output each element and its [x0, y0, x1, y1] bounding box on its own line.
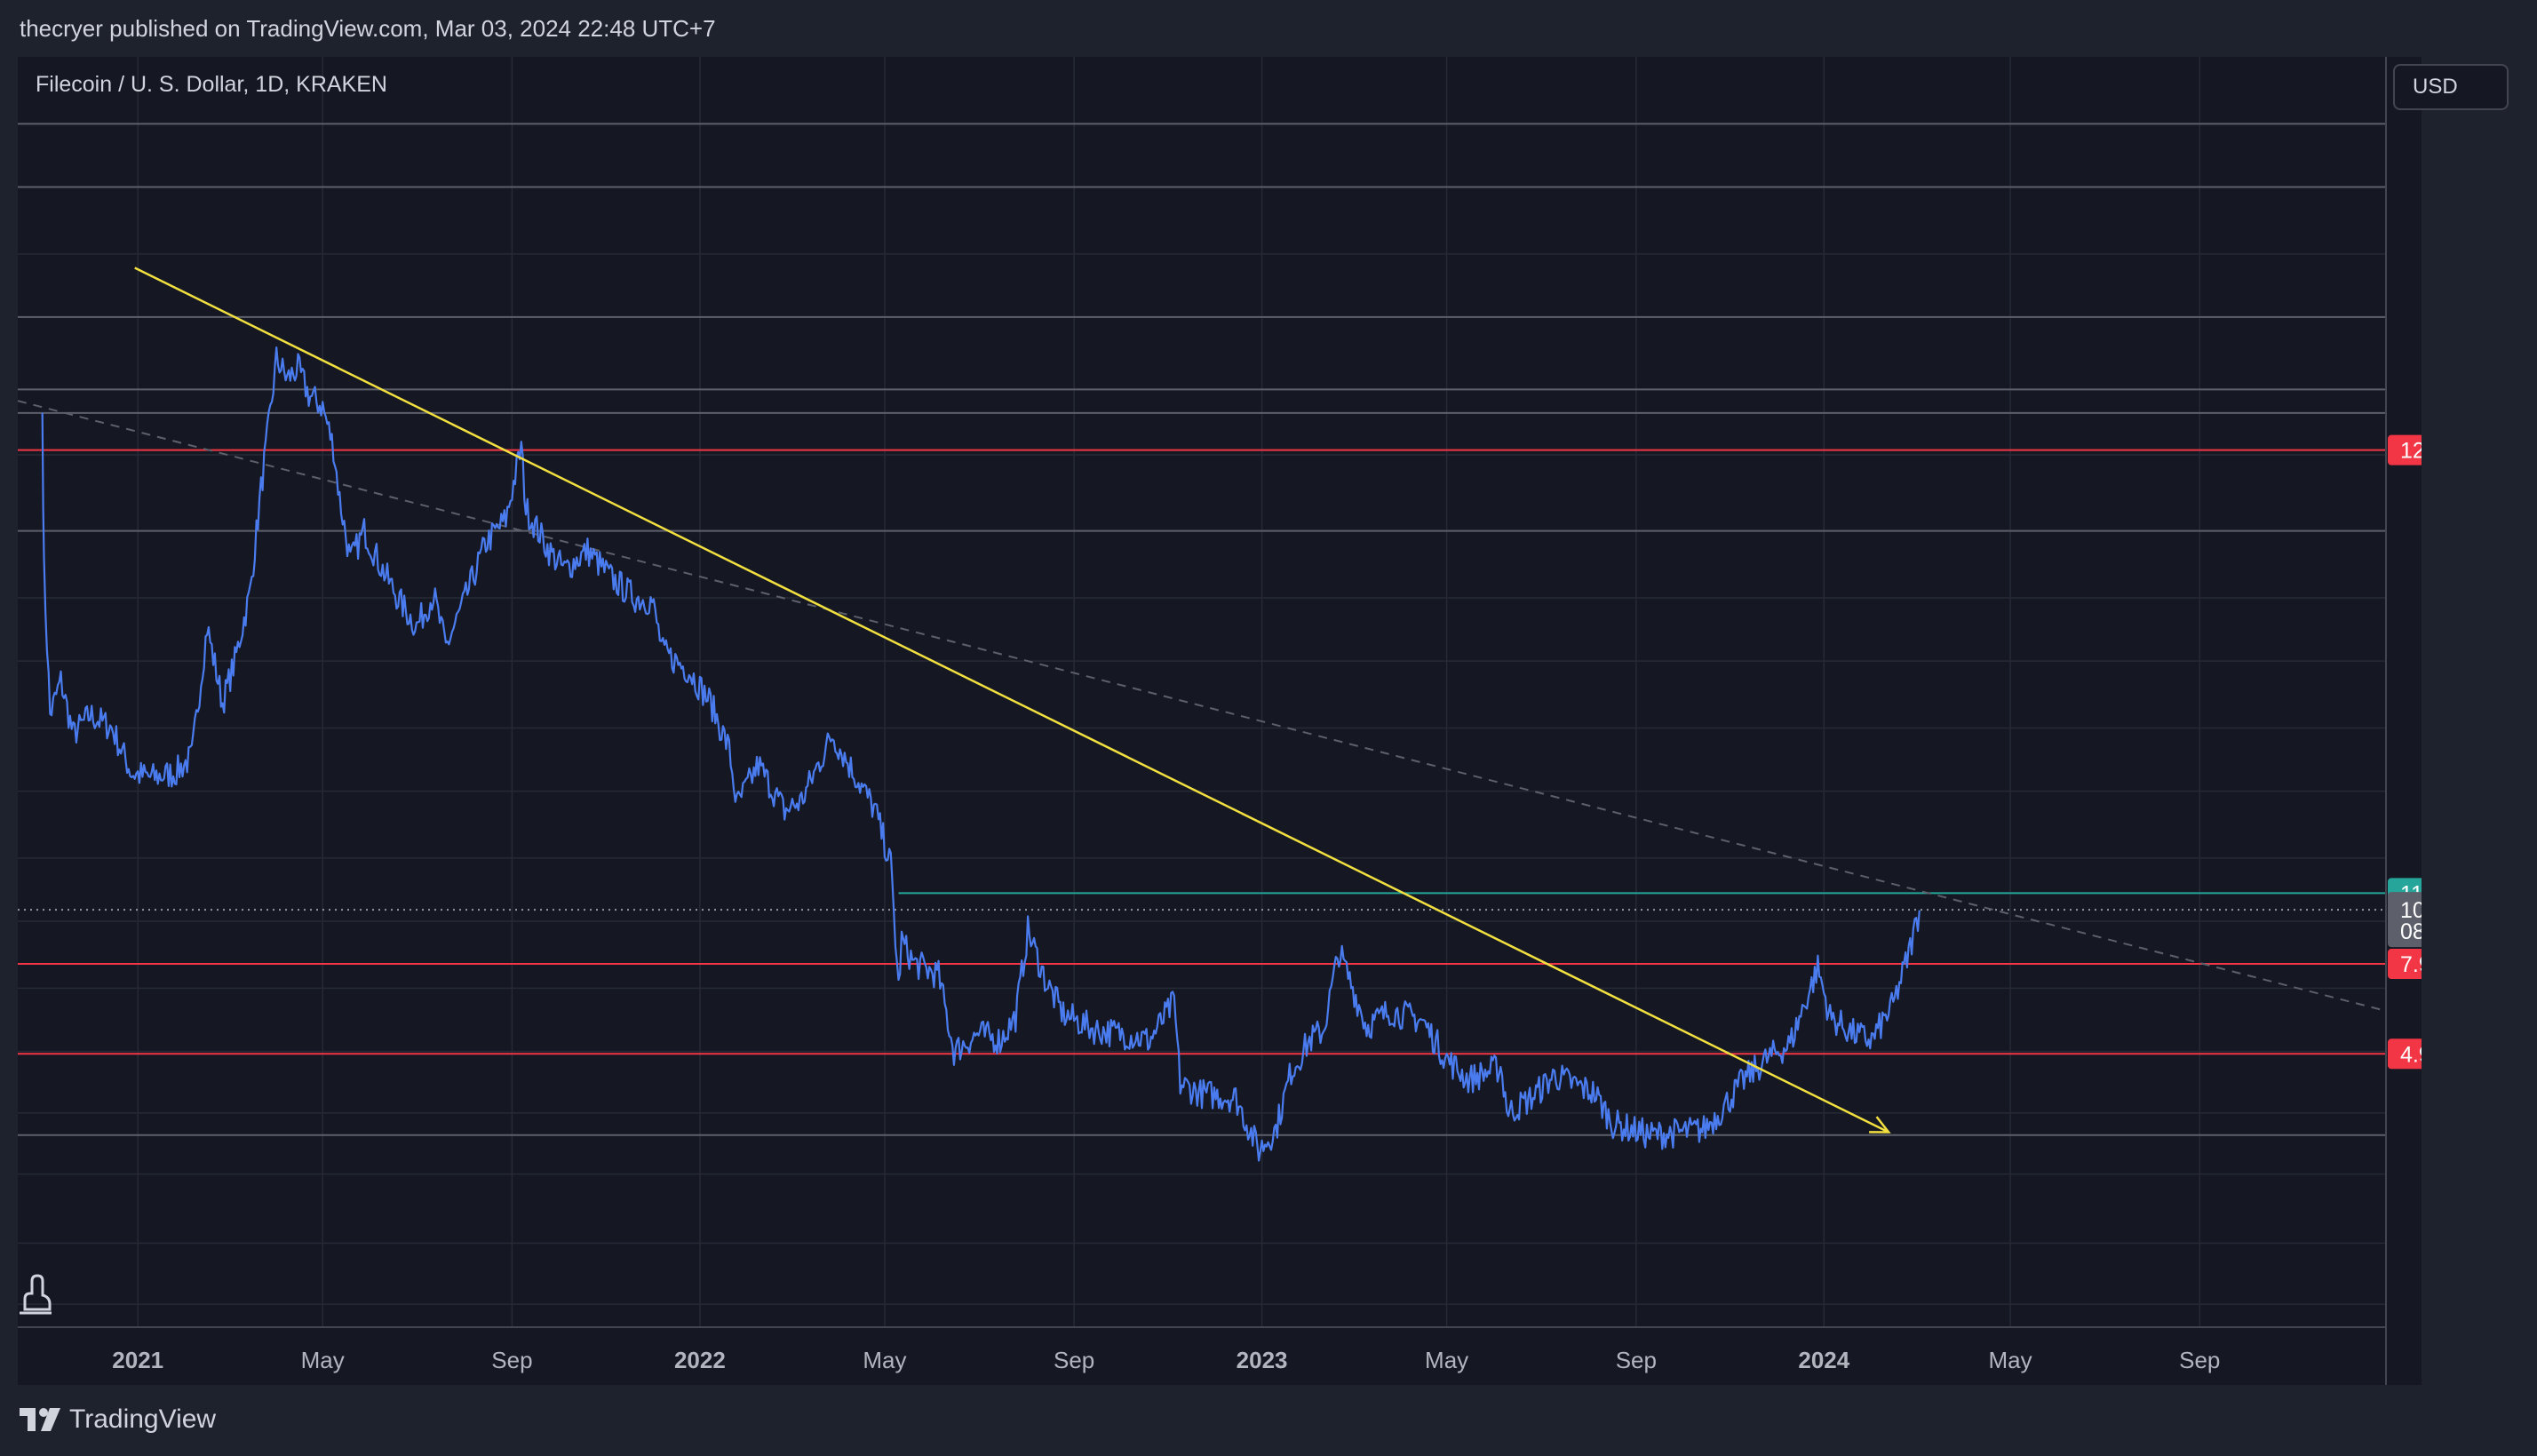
price-label-5: 4.934: [2400, 1042, 2422, 1067]
price-label-2: 10.630: [2400, 898, 2422, 923]
brand-name: TradingView: [69, 1404, 217, 1434]
price-label-4: 7.967: [2400, 952, 2422, 977]
x-tick-label-4: May: [863, 1347, 906, 1373]
x-tick-label-5: Sep: [1054, 1347, 1094, 1373]
price-label-3: 08:11:26: [2400, 919, 2422, 944]
drawing-tool-icon[interactable]: [20, 1274, 52, 1315]
price-series: [41, 346, 1921, 1162]
price-label-bg-5: [2388, 1038, 2422, 1070]
price-chart[interactable]: 2021 May Sep 2022 May Sep 2023 May Sep 2024 May Sep…: [18, 57, 2422, 1385]
x-tick-label-0: 2021: [112, 1347, 163, 1373]
axis-pad: [2387, 57, 2422, 1385]
x-tick-label-3: 2022: [674, 1347, 726, 1373]
horizontal-levels: [18, 123, 2386, 1136]
footer: [0, 1385, 2537, 1456]
x-tick-label-2: Sep: [491, 1347, 532, 1373]
yellow-trendline[interactable]: [134, 267, 1891, 1134]
grid: [18, 57, 2386, 1327]
x-tick-label-7: May: [1425, 1347, 1468, 1373]
publisher-header: thecryer published on TradingView.com, M…: [0, 0, 2537, 57]
chart-panel[interactable]: 2021 May Sep 2022 May Sep 2023 May Sep 2024 May Sep…: [18, 57, 2422, 1385]
x-tick-label-1: May: [301, 1347, 345, 1373]
currency-button[interactable]: USD: [2393, 64, 2509, 110]
price-label-0: 123.055: [2400, 439, 2422, 464]
x-tick-label-9: 2024: [1798, 1347, 1849, 1373]
current-price-label-bg: [2388, 892, 2422, 948]
dashed-trendline: [18, 400, 2387, 1012]
tradingview-brand[interactable]: TradingView: [20, 1404, 216, 1435]
tradingview-logo-icon: [20, 1408, 60, 1431]
dashed-trend-line: [18, 400, 2387, 1012]
chart-title: Filecoin / U. S. Dollar, 1D, KRAKEN: [36, 72, 387, 97]
x-tick-label-8: Sep: [1616, 1347, 1657, 1373]
price-label-bg-0: [2388, 434, 2422, 465]
publisher-line: thecryer published on TradingView.com, M…: [20, 15, 716, 42]
x-tick-label-11: Sep: [2179, 1347, 2220, 1373]
trendline-arrowhead: [1869, 1116, 1891, 1134]
trendline[interactable]: [134, 267, 1889, 1134]
price-label-bg-4: [2388, 949, 2422, 980]
price-line: [41, 346, 1921, 1162]
axes: 2021 May Sep 2022 May Sep 2023 May Sep 2024 May Sep…: [18, 57, 2422, 1385]
price-labels: 123.05511.61610.63008:11:267.9674.934: [2388, 434, 2422, 1070]
x-tick-label-10: May: [1988, 1347, 2032, 1373]
x-tick-label-6: 2023: [1237, 1347, 1288, 1373]
